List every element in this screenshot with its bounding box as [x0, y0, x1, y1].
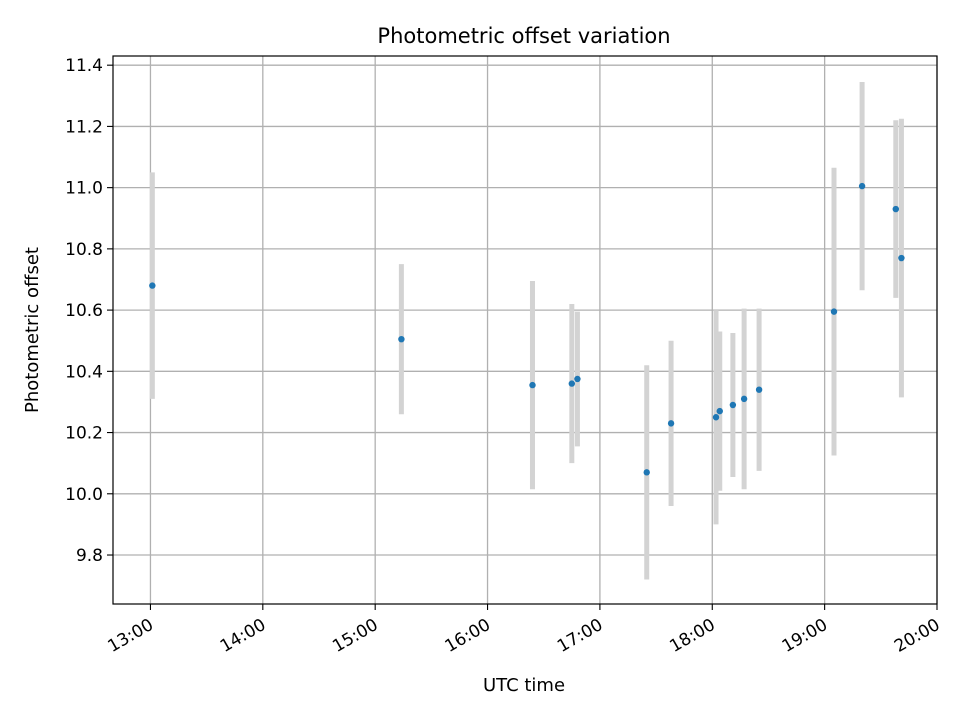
y-axis-ticks: 9.8 10.0 10.2 10.4 10.6 10.8 11.0 11.2 11.4 — [65, 56, 113, 566]
y-tick-label: 10.4 — [65, 362, 103, 382]
x-tick-label: 17:00 — [554, 615, 606, 657]
y-tick-label: 10.8 — [65, 240, 103, 260]
y-tick-label: 10.2 — [65, 424, 103, 444]
data-point — [740, 395, 748, 403]
y-axis-label: Photometric offset — [22, 247, 43, 413]
y-tick-label: 10.0 — [65, 485, 103, 505]
y-tick-label: 11.2 — [65, 117, 103, 137]
x-tick-label: 20:00 — [891, 615, 943, 657]
x-tick-label: 18:00 — [666, 615, 718, 657]
y-tick-label: 9.8 — [76, 546, 103, 566]
x-axis-label: UTC time — [483, 675, 565, 696]
x-tick-label: 19:00 — [779, 615, 831, 657]
x-axis-ticks: 13:00 14:00 15:00 16:00 17:00 18:00 19:00 20:00 — [105, 604, 944, 657]
error-bars — [149, 82, 904, 580]
data-point — [755, 386, 763, 393]
x-tick-label: 14:00 — [217, 615, 269, 657]
data-point — [149, 282, 156, 289]
data-point — [858, 182, 866, 190]
grid — [113, 56, 938, 604]
y-tick-label: 11.0 — [65, 179, 103, 199]
x-tick-label: 16:00 — [442, 615, 494, 657]
data-point — [898, 254, 905, 262]
x-tick-label: 15:00 — [329, 615, 381, 657]
data-point — [712, 414, 720, 421]
data-point — [643, 469, 650, 476]
x-tick-label: 13:00 — [105, 615, 157, 657]
data-point — [892, 205, 899, 213]
data-point — [729, 401, 737, 409]
data-point — [667, 420, 675, 427]
data-point — [529, 381, 536, 389]
data-points — [149, 182, 905, 476]
data-point — [830, 308, 838, 315]
plot-frame — [112, 55, 938, 605]
chart-title: Photometric offset variation — [377, 24, 670, 48]
y-tick-label: 10.6 — [65, 301, 103, 321]
y-tick-label: 11.4 — [65, 56, 103, 76]
data-point — [716, 407, 723, 415]
data-point — [574, 375, 581, 383]
data-point — [398, 335, 405, 343]
data-point — [568, 380, 576, 387]
